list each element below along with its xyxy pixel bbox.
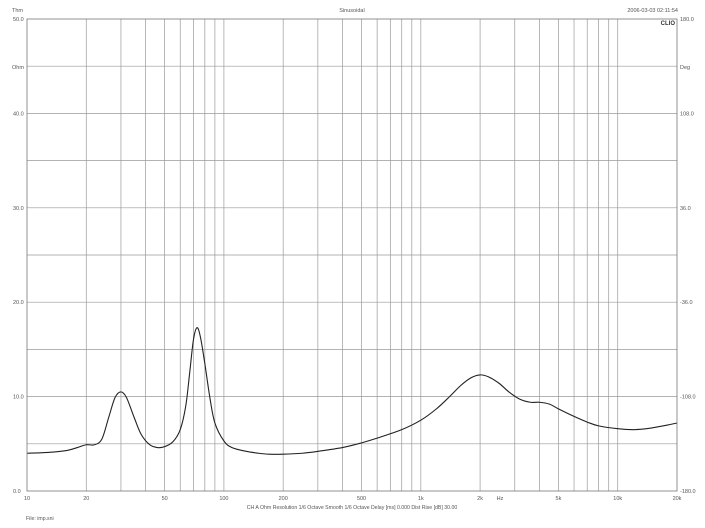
file-name: File: imp.sni	[26, 516, 54, 522]
header-date: 2006-03-03 02:11:54	[627, 8, 678, 14]
x-tick-label: 1k	[418, 496, 424, 502]
x-tick-label: 200	[279, 496, 288, 502]
axes: 10 20 50 100 200 500 1k 2k 5k 10k 20k 50.0 40.0 30.0 2…	[13, 17, 696, 502]
y2-tick-label: 180.0	[680, 17, 694, 23]
x-unit-label: Hz	[497, 496, 504, 502]
x-tick-label: 20k	[673, 496, 682, 502]
x-tick-label: 100	[219, 496, 228, 502]
x-tick-label: 2k	[477, 496, 483, 502]
header-left-text: Thm	[12, 8, 23, 14]
clio-logo-box	[659, 18, 676, 27]
y-tick-label: 20.0	[13, 300, 24, 306]
x-tick-label: 20	[83, 496, 89, 502]
grid	[27, 19, 677, 491]
left-unit-label: Ohm	[12, 65, 24, 71]
chart-title: Sinusoidal	[339, 8, 364, 14]
y-tick-label: 40.0	[13, 111, 24, 117]
plot-border	[26, 18, 678, 492]
y-tick-label: 30.0	[13, 206, 24, 212]
x-tick-label: 10	[24, 496, 30, 502]
y-tick-label: 50.0	[13, 17, 24, 23]
y2-tick-label: 108.0	[680, 111, 694, 117]
x-tick-label: 10k	[613, 496, 622, 502]
y2-tick-label: -36.0	[680, 300, 693, 306]
clio-logo: CLIO	[661, 21, 676, 27]
y2-tick-label: -180.0	[680, 489, 696, 495]
y-tick-label: 0.0	[13, 489, 21, 495]
y2-tick-label: -108.0	[680, 395, 696, 401]
x-tick-label: 5k	[556, 496, 562, 502]
right-unit-label: Deg	[680, 65, 690, 71]
x-tick-label: 50	[162, 496, 168, 502]
impedance-curve	[26, 327, 678, 455]
y2-tick-label: 36.0	[680, 206, 691, 212]
y-tick-label: 10.0	[13, 395, 24, 401]
x-tick-label: 500	[357, 496, 366, 502]
footer-info: CH A Ohm Resolution 1/6 Octave Smooth 1/…	[247, 505, 458, 511]
